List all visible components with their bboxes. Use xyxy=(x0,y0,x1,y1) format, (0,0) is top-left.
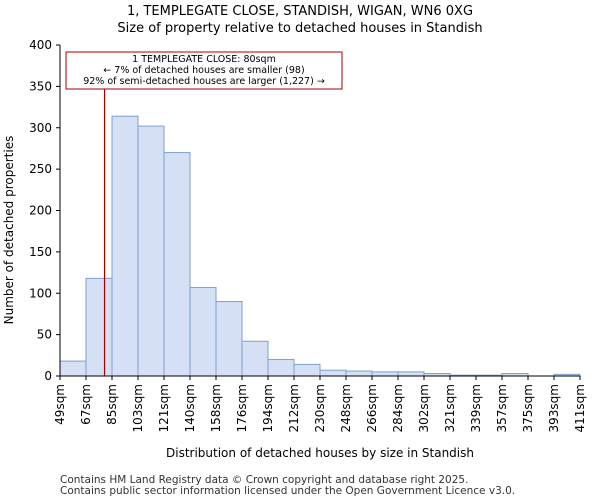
annotation-line-3: 92% of semi-detached houses are larger (… xyxy=(83,76,325,87)
chart-title: 1, TEMPLEGATE CLOSE, STANDISH, WIGAN, WN… xyxy=(126,4,474,19)
axes-group xyxy=(59,45,580,377)
annotation-line-2: ← 7% of detached houses are smaller (98) xyxy=(103,65,304,76)
y-tick-label: 50 xyxy=(37,328,52,342)
x-tick-label: 375sqm xyxy=(521,384,535,432)
x-tick-label: 121sqm xyxy=(157,384,171,432)
y-tick-label: 200 xyxy=(29,204,52,218)
footer-line-1: Contains HM Land Registry data © Crown c… xyxy=(60,474,469,486)
histogram-bar xyxy=(189,286,217,377)
histogram-bar xyxy=(241,340,269,377)
x-tick-label: 339sqm xyxy=(469,384,483,432)
histogram-bar xyxy=(371,371,399,377)
x-tick-label: 230sqm xyxy=(313,384,327,432)
x-tick-label: 194sqm xyxy=(261,384,275,432)
annotation-box xyxy=(65,51,343,90)
x-ticks-group: 49sqm 67sqm 85sqm 103sqm 121sqm 140sqm 158sqm 1… xyxy=(53,376,587,432)
y-tick-label: 250 xyxy=(29,162,52,176)
histogram-bar xyxy=(293,363,321,377)
y-tick-label: 350 xyxy=(29,79,52,93)
x-tick-label: 212sqm xyxy=(287,384,301,432)
histogram-bar xyxy=(59,360,87,377)
annotation-line-1: 1 TEMPLEGATE CLOSE: 80sqm xyxy=(132,54,276,65)
y-tick-label: 150 xyxy=(29,245,52,259)
x-tick-label: 85sqm xyxy=(105,384,119,425)
histogram-bar xyxy=(267,358,295,377)
x-tick-label: 284sqm xyxy=(391,384,405,432)
x-tick-label: 140sqm xyxy=(183,384,197,432)
x-tick-label: 393sqm xyxy=(547,384,561,432)
y-axis-label: Number of detached properties xyxy=(2,136,16,325)
chart-subtitle: Size of property relative to detached ho… xyxy=(117,21,483,36)
histogram-bar xyxy=(137,125,165,377)
footer-line-2: Contains public sector information licen… xyxy=(60,485,516,497)
histogram-bar xyxy=(397,371,425,377)
y-tick-label: 0 xyxy=(44,369,52,383)
annotation-group: 1 TEMPLEGATE CLOSE: 80sqm ← 7% of detach… xyxy=(65,51,343,90)
histogram-bar xyxy=(215,301,243,377)
x-tick-label: 103sqm xyxy=(131,384,145,432)
x-tick-label: 321sqm xyxy=(443,384,457,432)
x-tick-label: 67sqm xyxy=(79,384,93,425)
x-tick-label: 357sqm xyxy=(495,384,509,432)
histogram-bar xyxy=(345,370,373,377)
y-ticks-group: 0 50 100 150 200 250 300 350 400 xyxy=(29,38,60,383)
histogram-bar xyxy=(85,277,113,377)
histogram-bar xyxy=(111,115,139,377)
x-tick-label: 248sqm xyxy=(339,384,353,432)
y-tick-label: 400 xyxy=(29,38,52,52)
x-tick-label: 411sqm xyxy=(573,384,587,432)
x-tick-label: 158sqm xyxy=(209,384,223,432)
y-axis-title-group: Number of detached properties xyxy=(2,136,16,325)
x-tick-label: 49sqm xyxy=(53,384,67,425)
x-tick-label: 266sqm xyxy=(365,384,379,432)
x-axis-label: Distribution of detached houses by size … xyxy=(166,446,474,460)
histogram-bar xyxy=(163,152,191,377)
y-tick-label: 100 xyxy=(29,286,52,300)
histogram-bar xyxy=(319,369,347,377)
x-tick-label: 302sqm xyxy=(417,384,431,432)
x-tick-label: 176sqm xyxy=(235,384,249,432)
y-tick-label: 300 xyxy=(29,121,52,135)
bars-group xyxy=(59,115,581,377)
